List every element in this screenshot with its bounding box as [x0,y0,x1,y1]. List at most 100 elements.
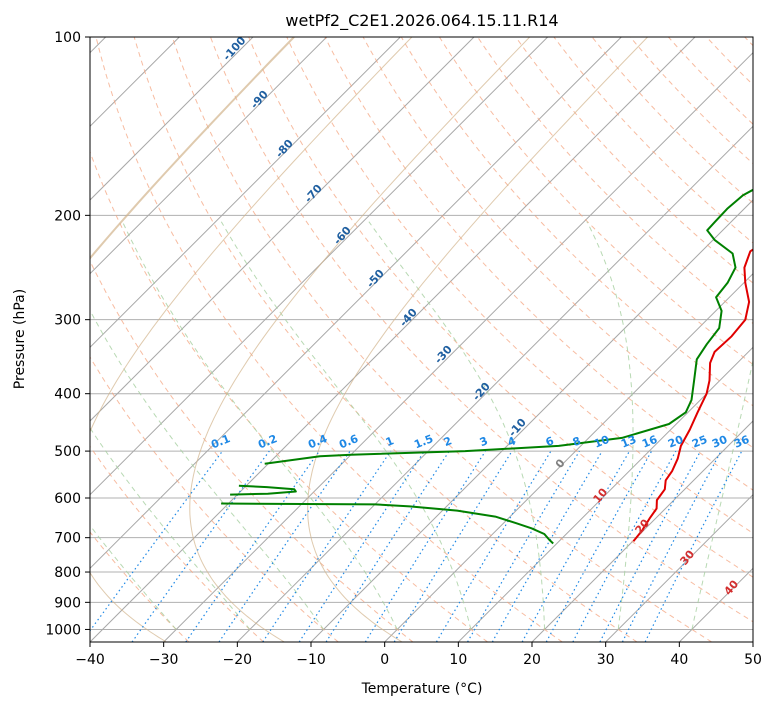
dry-adiabat-label: -90 [248,88,271,112]
dry-adiabat-label: -100 [220,34,248,63]
moist-adiabat [691,358,753,630]
mixing-ratio-line [218,450,351,642]
dry-adiabat [90,150,488,642]
x-tick-label: −40 [75,652,105,668]
dry-adiabat-label: -70 [302,182,325,206]
saturation-curve [90,37,295,260]
mixing-ratio-label: 30 [710,433,729,451]
dry-adiabat [133,37,638,642]
moist-adiabat [220,221,472,630]
x-axis: −40 −30 −20 −10 0 10 20 30 40 50 [75,642,762,668]
y-tick-label: 100 [54,30,81,46]
mixing-ratio-line [521,450,631,642]
mixing-ratio-line [466,450,580,642]
y-tick-label: 300 [54,313,81,329]
x-tick-label: −30 [149,652,179,668]
dry-adiabat [744,37,753,47]
mixing-ratio-label: 10 [592,433,611,451]
dry-adiabat [90,356,339,642]
saturation-curve [90,37,413,642]
mixing-ratio-label: 0.4 [306,432,329,451]
x-tick-label: 10 [449,652,467,668]
background-lines [90,37,753,642]
mixing-ratio-line [599,450,702,642]
mixing-ratio-label: 36 [732,433,751,451]
moist-adiabat-label: 40 [721,577,741,597]
dry-adiabat-label: -80 [273,137,296,161]
dry-adiabat-label: -50 [364,267,387,291]
isotherm [90,37,696,642]
y-tick-label: 800 [54,565,81,581]
y-tick-label: 700 [54,531,81,547]
isotherm [605,493,753,642]
isotherm [531,420,753,642]
mixing-ratio-line [90,450,223,632]
saturation-curve [307,37,648,642]
mixing-ratio-label: 0.1 [209,432,232,451]
moist-adiabat [368,221,546,630]
profile-lines [221,188,753,545]
moist-adiabat [586,221,634,630]
dry-adiabat-label: -40 [397,306,420,330]
dry-adiabat [706,37,753,86]
x-axis-label: Temperature (°C) [361,681,483,697]
mixing-ratio-line [364,450,486,642]
dry-adiabat [515,37,753,284]
isotherm [90,37,401,349]
chart-title: wetPf2_C2E1.2026.064.15.11.R14 [285,11,558,31]
isotherm [90,37,549,496]
x-tick-label: −20 [223,652,253,668]
mixing-ratio-line [131,450,270,642]
profile-line [230,484,297,496]
mixing-ratio-line [262,450,392,642]
moist-adiabat [122,221,398,630]
x-tick-label: 20 [523,652,541,668]
plot-frame [89,36,754,643]
dry-adiabat [210,37,753,623]
y-tick-label: 900 [54,595,81,611]
y-tick-label: 400 [54,387,81,403]
mixing-ratio-label: 2 [442,434,454,449]
mixing-ratio-label: 8 [571,434,583,449]
moist-adiabat [90,427,251,630]
isotherm [457,346,753,642]
mixing-ratio-line [545,450,653,642]
mixing-ratio-line [185,450,320,642]
mixing-ratio-label: 1 [384,434,396,449]
isotherm [90,37,328,275]
isotherm [90,37,622,570]
y-tick-label: 500 [54,444,81,460]
x-tick-label: 30 [597,652,615,668]
y-tick-label: 600 [54,491,81,507]
dry-adiabat-label: -30 [432,343,455,367]
x-tick-label: −10 [296,652,326,668]
moist-adiabat [90,309,324,630]
y-tick-label: 1000 [45,622,81,638]
y-axis-label: Pressure (hPa) [12,289,28,389]
mixing-ratio-label: 1.5 [412,432,435,451]
mixing-ratio-label: 13 [619,433,638,451]
isotherm [384,272,753,642]
isotherm [163,51,753,642]
line-labels: -100-90-80-70-60-50-40-30-20-100.1 0.2 0.4… [209,34,751,598]
isotherm [90,37,254,201]
dry-adiabat [248,37,753,578]
dry-adiabat [438,37,753,366]
dry-adiabat [553,37,753,244]
x-tick-label: 40 [670,652,688,668]
profile-line [632,248,753,542]
saturation-curve [189,37,531,642]
mixing-ratio-line [393,450,513,642]
mixing-ratio-line [572,450,677,642]
x-tick-label: 0 [380,652,389,668]
mixing-ratio-line [435,450,552,642]
isotherm [90,37,475,422]
mixing-ratio-line [325,450,450,642]
dry-adiabat-label: -60 [331,224,354,248]
dry-adiabat [400,37,753,407]
mixing-ratio-label: 3 [478,434,490,449]
moist-adiabat-label: 0 [553,456,568,470]
dry-adiabat [90,531,190,642]
moist-adiabat [90,524,177,630]
